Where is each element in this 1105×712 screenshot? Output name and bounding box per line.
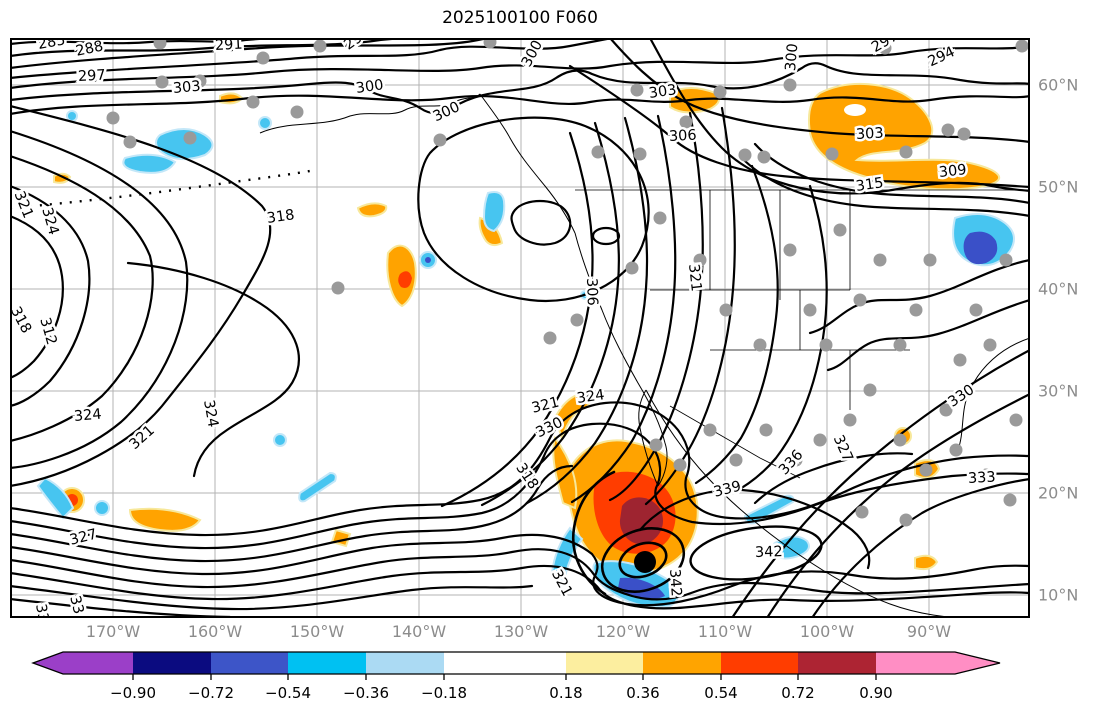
contour-label: 333 xyxy=(968,470,996,487)
contour-label: 306 xyxy=(669,128,697,145)
contour-label: 33 xyxy=(32,603,51,618)
x-tick-label: 120°W xyxy=(596,622,650,641)
contour-label: 309 xyxy=(938,162,967,181)
colorbar-tick-label: 0.36 xyxy=(626,684,659,702)
contour-label: 318 xyxy=(10,304,34,336)
y-tick-label: 30°N xyxy=(1038,382,1078,401)
x-tick-label: 130°W xyxy=(494,622,548,641)
x-tick-label: 90°W xyxy=(907,622,951,641)
colorbar-tick-label: −0.54 xyxy=(265,684,311,702)
colorbar: −0.90 −0.72 −0.54 −0.36 −0.18 0.18 0.36 0.54 0.7… xyxy=(0,645,1105,710)
contour-label: 342 xyxy=(755,544,783,561)
x-tick-label: 110°W xyxy=(698,622,752,641)
contour-label: 291 xyxy=(215,38,243,54)
y-tick-label: 60°N xyxy=(1038,76,1078,95)
x-tick-label: 160°W xyxy=(188,622,242,641)
contour-label: 306 xyxy=(583,278,600,306)
contour-label: 321 xyxy=(127,423,158,453)
x-tick-label: 170°W xyxy=(86,622,140,641)
contour-label: 321 xyxy=(548,567,575,599)
contour-label: 324 xyxy=(73,407,102,425)
contour-label: 318 xyxy=(512,461,541,493)
y-tick-label: 40°N xyxy=(1038,280,1078,299)
contour-label: 324 xyxy=(38,206,61,237)
colorbar-tick-label: 0.72 xyxy=(781,684,814,702)
figure: 2025100100 F060 xyxy=(0,0,1105,712)
contour-label: 303 xyxy=(172,79,201,97)
contour-label: 324 xyxy=(200,399,221,429)
contour-label: 342 xyxy=(666,568,684,597)
contour-label: 321 xyxy=(11,189,36,221)
contour-label: 321 xyxy=(530,395,561,417)
contour-label: 321 xyxy=(685,263,704,292)
y-tick-label: 10°N xyxy=(1038,586,1078,605)
plot-title: 2025100100 F060 xyxy=(442,8,598,28)
contour-label: 312 xyxy=(36,316,59,347)
colorbar-tick-label: −0.18 xyxy=(421,684,467,702)
contour-label: 300 xyxy=(431,99,463,125)
colorbar-tick-label: −0.72 xyxy=(188,684,234,702)
weather-map: 2852882912973032943003003003033063002972… xyxy=(10,38,1030,618)
cyclone-marker xyxy=(634,551,656,573)
x-tick-label: 100°W xyxy=(800,622,854,641)
contour-label: 297 xyxy=(78,68,106,85)
colorbar-tick-label: 0.90 xyxy=(859,684,892,702)
contour-label: 300 xyxy=(783,43,801,72)
contour-label: 327 xyxy=(68,527,99,549)
colorbar-tick-label: −0.90 xyxy=(110,684,156,702)
colorbar-tick-label: 0.18 xyxy=(549,684,582,702)
colorbar-tick-label: 0.54 xyxy=(704,684,737,702)
y-tick-label: 50°N xyxy=(1038,178,1078,197)
contour-label: 300 xyxy=(519,38,546,70)
contour-label: 33 xyxy=(66,594,86,616)
y-tick-label: 20°N xyxy=(1038,484,1078,503)
contour-label: 318 xyxy=(266,207,296,227)
colorbar-tick-label: −0.36 xyxy=(343,684,389,702)
contour-label: 327 xyxy=(830,433,856,465)
x-tick-label: 140°W xyxy=(392,622,446,641)
contour-label: 339 xyxy=(712,479,743,501)
contour-label: 303 xyxy=(856,126,884,143)
x-tick-label: 150°W xyxy=(290,622,344,641)
